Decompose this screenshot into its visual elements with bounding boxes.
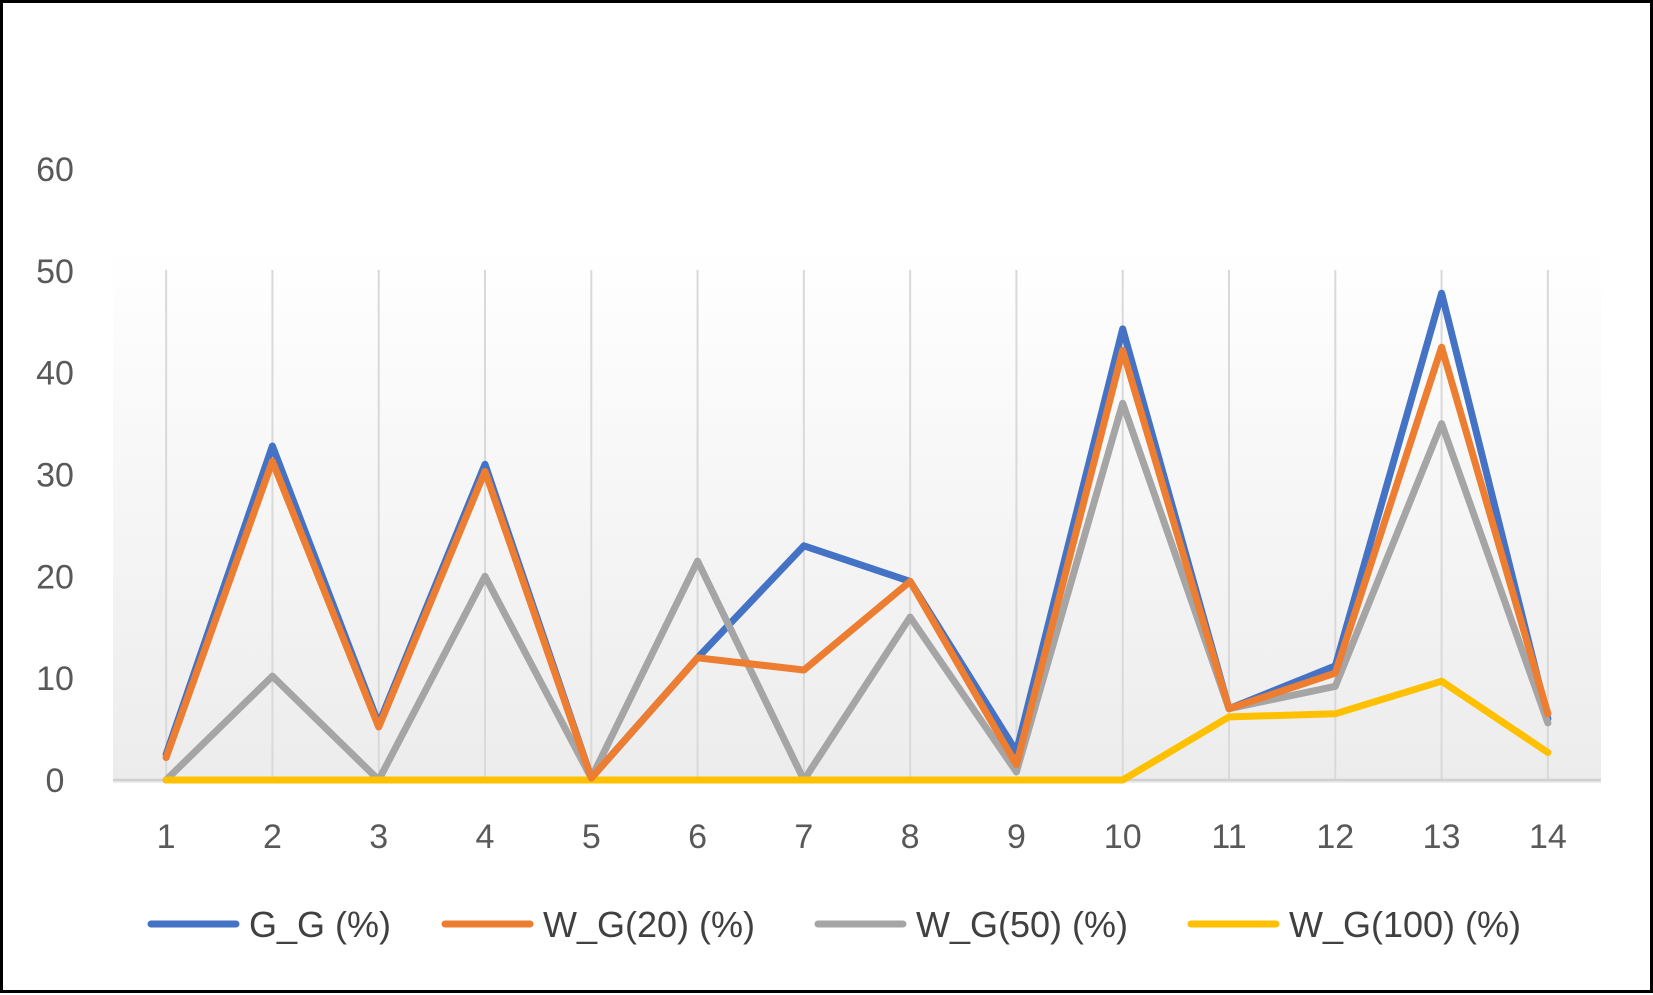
x-tick-label: 6 xyxy=(688,818,707,856)
x-tick-label: 13 xyxy=(1423,818,1461,856)
x-tick-label: 12 xyxy=(1316,818,1354,856)
series-line-1 xyxy=(162,343,1552,782)
y-tick-label: 50 xyxy=(36,253,74,291)
legend: G_G (%) W_G(20) (%) W_G(50) (%) W_G(100) (%… xyxy=(147,904,1521,945)
legend-label: G_G (%) xyxy=(249,904,391,945)
legend-label: W_G(50) (%) xyxy=(916,904,1128,945)
x-tick-label: 2 xyxy=(263,818,282,856)
series-lines xyxy=(162,289,1552,784)
legend-item: W_G(100) (%) xyxy=(1187,904,1521,945)
y-tick-label: 40 xyxy=(36,355,74,393)
legend-label: W_G(100) (%) xyxy=(1289,904,1521,945)
legend-item: G_G (%) xyxy=(147,904,391,945)
x-tick-label: 8 xyxy=(901,818,920,856)
legend-label: W_G(20) (%) xyxy=(543,904,755,945)
x-tick-label: 7 xyxy=(794,818,813,856)
x-tick-label: 10 xyxy=(1104,818,1142,856)
series-line-3 xyxy=(162,677,1552,784)
legend-item: W_G(20) (%) xyxy=(441,904,755,945)
x-tick-label: 9 xyxy=(1007,818,1026,856)
x-tick-label: 11 xyxy=(1211,818,1246,856)
series-line-2 xyxy=(162,399,1552,784)
x-tick-label: 3 xyxy=(369,818,388,856)
y-tick-label: 10 xyxy=(36,660,74,698)
y-tick-label: 0 xyxy=(46,762,65,800)
x-tick-label: 4 xyxy=(476,818,495,856)
y-tick-label: 20 xyxy=(36,558,74,596)
y-axis-ticks: 0 10 20 30 40 50 60 xyxy=(36,151,74,800)
x-tick-label: 14 xyxy=(1529,818,1567,856)
legend-item: W_G(50) (%) xyxy=(814,904,1128,945)
y-tick-label: 30 xyxy=(36,457,74,495)
y-tick-label: 60 xyxy=(36,151,74,189)
x-tick-label: 5 xyxy=(582,818,601,856)
x-tick-label: 1 xyxy=(157,818,176,856)
x-axis-ticks: 1 2 3 4 5 6 7 8 9 10 11 12 13 14 xyxy=(157,818,1567,856)
